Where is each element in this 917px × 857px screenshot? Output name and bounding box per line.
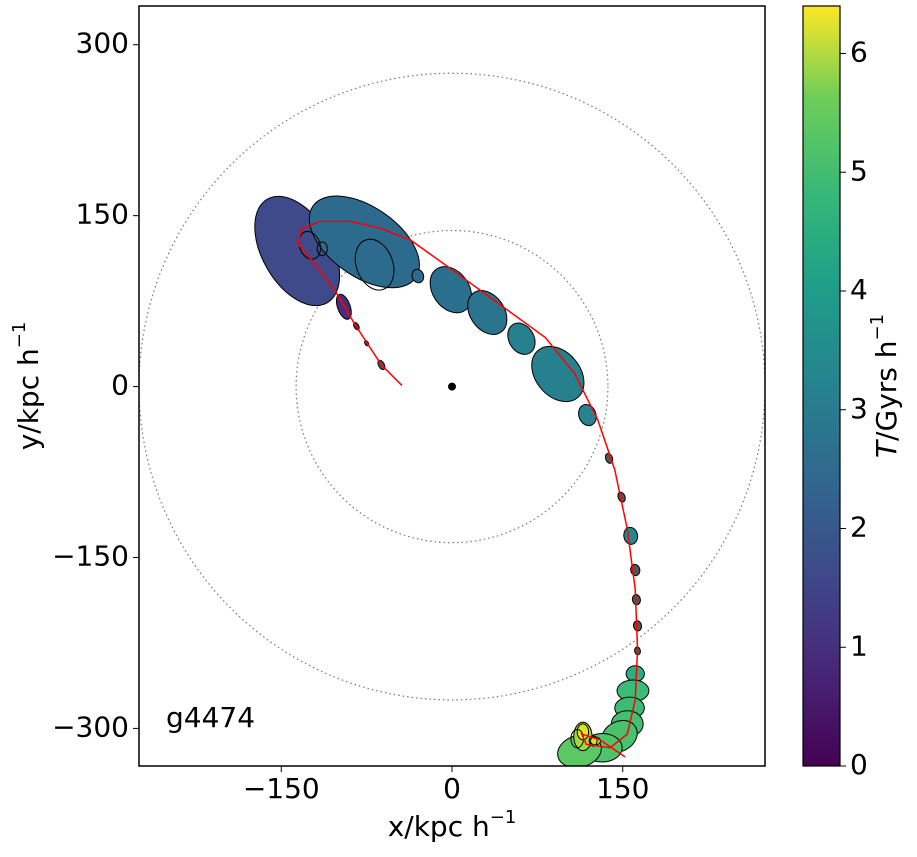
y-tick-label: 300 — [76, 27, 129, 60]
ellipse-outline — [354, 238, 395, 291]
ellipse-mark — [578, 403, 597, 427]
ellipse-mark — [507, 322, 536, 355]
plot-area — [139, 72, 765, 766]
label-text: y/kpc h — [12, 348, 45, 450]
label-sup: −1 — [490, 807, 517, 828]
x-tick-label: −150 — [243, 772, 320, 805]
label-sup: −1 — [9, 322, 30, 349]
annotation: g4474 — [166, 701, 255, 734]
label-text: /Gyrs h — [870, 340, 903, 440]
ellipse-mark — [625, 665, 645, 683]
y-tick-label: 150 — [76, 198, 129, 231]
ellipse-mark — [531, 345, 585, 403]
colorbar-tick-label: 1 — [850, 629, 868, 662]
orbit-line — [297, 220, 639, 758]
x-axis-label: x/kpc h−1 — [388, 807, 517, 843]
y-tick-label: 0 — [111, 369, 129, 402]
colorbar-tick-label: 2 — [850, 511, 868, 544]
x-tick-label: 0 — [443, 772, 461, 805]
colorbar-tick-label: 3 — [850, 392, 868, 425]
y-axis-label: y/kpc h−1 — [9, 322, 45, 451]
ring — [139, 72, 765, 701]
label-text: x/kpc h — [388, 810, 490, 843]
y-tick-label: −150 — [52, 539, 129, 572]
colorbar-tick-label: 5 — [850, 154, 868, 187]
ellipse-mark — [411, 268, 425, 284]
ellipse-mark — [467, 290, 508, 335]
colorbar-tick-label: 6 — [850, 36, 868, 69]
ellipse-mark — [623, 526, 639, 545]
x-tick-label: 150 — [596, 772, 649, 805]
center-dot — [448, 382, 456, 391]
ellipse-outline — [298, 230, 322, 260]
colorbar-label: T/Gyrs h−1 — [867, 314, 903, 458]
ellipse-mark — [604, 452, 614, 464]
ellipse-outline — [316, 241, 328, 257]
label-italic: T — [870, 439, 903, 458]
label-sup: −1 — [867, 314, 888, 341]
colorbar — [802, 5, 841, 767]
colorbar-tick-label: 0 — [850, 748, 868, 781]
ring — [295, 229, 609, 544]
y-tick-label: −300 — [52, 710, 129, 743]
colorbar-tick-label: 4 — [850, 273, 868, 306]
